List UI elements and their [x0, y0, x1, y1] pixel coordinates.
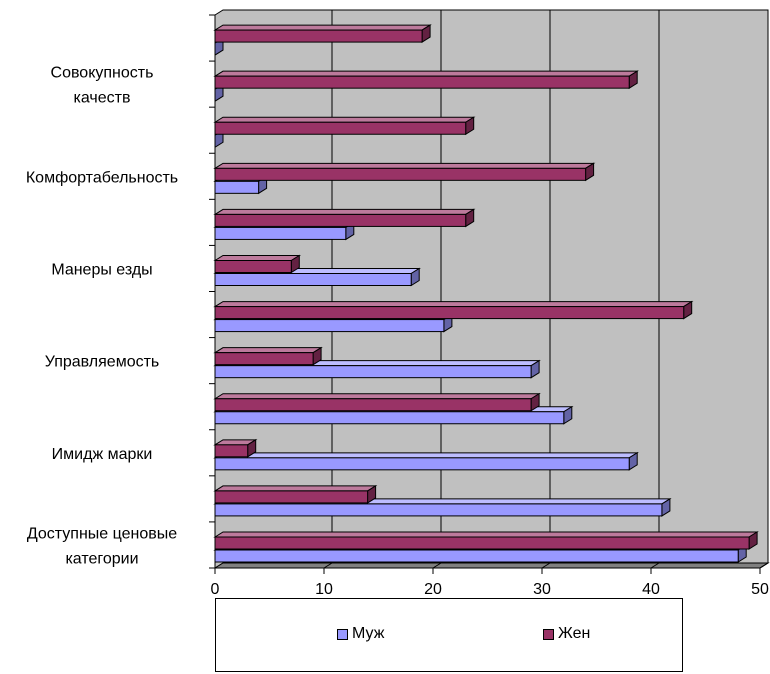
bar-female	[214, 352, 314, 366]
legend-label-male: Муж	[352, 625, 385, 642]
bar-chart: 0 10 20 30 40 50 Доступные ценовые категории Им…	[26, 9, 770, 598]
x-tick-label: 0	[211, 581, 220, 598]
bar-top-face	[213, 255, 302, 261]
x-tick-label: 20	[424, 581, 442, 598]
legend: Муж Жен	[215, 598, 683, 672]
bar-male	[214, 549, 739, 563]
bars	[213, 24, 759, 563]
bar-top-face	[213, 162, 596, 169]
bar-top-face	[213, 24, 432, 31]
x-tick-label: 30	[533, 581, 551, 598]
gridline-floor	[432, 562, 442, 569]
category-label: Комфортабельность	[26, 169, 178, 186]
bar-male	[214, 180, 260, 194]
bar-female	[214, 306, 685, 320]
bar-male	[214, 319, 445, 333]
legend-label-female: Жен	[558, 625, 591, 642]
bar-male	[214, 411, 565, 425]
bar-male	[214, 457, 630, 471]
category-label: Управляемость	[45, 354, 160, 371]
bar-female	[214, 444, 249, 458]
plot-area	[213, 9, 770, 569]
gridline-floor	[323, 562, 333, 569]
bar-female	[214, 75, 630, 89]
gridline-floor	[541, 562, 551, 569]
category-labels: Доступные ценовые категории Имидж марки Упр…	[26, 65, 178, 568]
bar-female	[214, 29, 423, 43]
x-tick-labels: 0 10 20 30 40 50	[211, 581, 769, 598]
bar-top-face	[213, 347, 323, 354]
bar-top-face	[213, 116, 476, 123]
bar-male	[214, 365, 532, 379]
bar-male	[214, 273, 412, 286]
category-label: Имидж марки	[52, 446, 153, 463]
bar-female	[214, 213, 467, 227]
bar-top-face	[213, 70, 639, 77]
category-label: Манеры езды	[51, 261, 152, 278]
bar-male	[214, 503, 663, 517]
bar-top-face	[213, 452, 639, 459]
x-tick-label: 40	[642, 581, 660, 598]
legend-item-female: Жен	[543, 625, 590, 643]
legend-item-male: Муж	[337, 625, 384, 643]
bar-female	[214, 121, 467, 135]
x-tick-label: 10	[315, 581, 333, 598]
bar-female	[214, 260, 292, 273]
bar-male	[214, 226, 347, 240]
axes	[209, 14, 761, 574]
bar-female	[214, 167, 587, 181]
plot-background	[214, 9, 769, 569]
bar-top-face	[213, 485, 378, 492]
category-label: Доступные ценовые категории	[27, 525, 177, 567]
gridline-floor	[650, 562, 660, 569]
x-tick-label: 50	[751, 581, 769, 598]
legend-swatch-female	[543, 628, 554, 640]
bar-top-face	[213, 531, 759, 538]
category-label: Совокупность качеств	[51, 65, 154, 107]
bar-top-face	[213, 393, 541, 400]
bar-top-face	[213, 301, 694, 308]
gridlines	[323, 10, 769, 569]
bar-female	[214, 490, 369, 504]
bar-female	[214, 398, 532, 412]
legend-swatch-male	[337, 628, 348, 640]
plot-floor	[213, 562, 770, 569]
gridline-floor	[759, 562, 769, 569]
bar-female	[214, 536, 750, 550]
bar-top-face	[213, 208, 476, 215]
